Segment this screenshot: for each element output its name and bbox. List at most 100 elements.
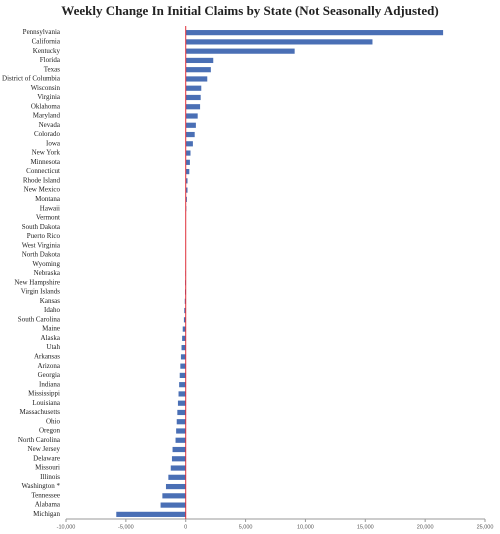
y-tick-label: Louisiana xyxy=(32,399,60,407)
y-tick-label: Oklahoma xyxy=(31,102,61,110)
bar xyxy=(160,502,186,508)
bar xyxy=(185,169,190,175)
bar xyxy=(171,456,186,462)
bar xyxy=(162,493,186,499)
y-tick-label: Illinois xyxy=(40,473,60,481)
y-tick-label: Georgia xyxy=(38,371,61,379)
bar xyxy=(185,141,193,147)
y-tick-label: Ohio xyxy=(46,417,61,425)
y-tick-label: North Dakota xyxy=(22,251,61,259)
bar xyxy=(185,150,191,156)
bar xyxy=(185,178,188,184)
bar xyxy=(182,335,186,341)
bar xyxy=(178,391,186,397)
y-tick-label: Pennsylvania xyxy=(23,28,61,36)
y-tick-label: Virgin Islands xyxy=(21,288,61,296)
y-tick-label: New Mexico xyxy=(24,186,61,194)
y-tick-label: Wyoming xyxy=(32,260,60,268)
y-tick-label: Delaware xyxy=(33,454,60,462)
bar xyxy=(176,419,186,425)
y-tick-label: Tennessee xyxy=(31,491,60,499)
bar xyxy=(185,94,201,101)
bar xyxy=(182,326,186,332)
y-tick-label: Washington * xyxy=(21,482,60,490)
y-tick-label: Indiana xyxy=(39,380,61,388)
bar xyxy=(185,76,208,82)
bar xyxy=(165,483,186,490)
bar xyxy=(180,354,186,360)
y-tick-label: Iowa xyxy=(46,139,61,147)
bar xyxy=(172,446,186,453)
bar xyxy=(179,372,186,378)
bar xyxy=(168,474,186,480)
bar xyxy=(185,30,444,36)
x-tick-label: 20,000 xyxy=(417,524,434,530)
bar xyxy=(176,428,186,434)
bar xyxy=(183,317,186,323)
y-tick-label: Missouri xyxy=(35,464,60,472)
bar xyxy=(185,104,201,110)
x-tick-label: 10,000 xyxy=(297,524,314,530)
y-tick-label: Puerto Rico xyxy=(27,232,61,240)
y-tick-label: Arizona xyxy=(37,362,60,370)
bar xyxy=(185,159,190,165)
y-tick-label: Mississippi xyxy=(28,390,60,398)
y-tick-label: Connecticut xyxy=(26,167,60,175)
bar xyxy=(170,465,186,471)
bar xyxy=(177,400,186,406)
x-tick-label: 25,000 xyxy=(477,524,494,530)
bar xyxy=(185,131,195,138)
bar xyxy=(185,187,188,193)
bar xyxy=(185,39,373,45)
bar xyxy=(185,67,211,73)
y-tick-label: Kansas xyxy=(40,297,60,305)
y-tick-label: Vermont xyxy=(36,214,60,222)
x-tick-label: 0 xyxy=(184,524,187,530)
y-tick-label: Texas xyxy=(44,65,61,73)
y-tick-label: Alabama xyxy=(35,501,61,509)
y-tick-label: California xyxy=(32,38,61,46)
bar xyxy=(179,382,186,388)
chart-title: Weekly Change In Initial Claims by State… xyxy=(61,3,438,18)
bar xyxy=(185,196,187,202)
bar xyxy=(177,409,186,416)
y-tick-label: Arkansas xyxy=(34,352,60,360)
bar xyxy=(181,345,186,351)
y-tick-label: Hawaii xyxy=(40,204,60,212)
y-tick-label: Wisconsin xyxy=(31,84,61,92)
y-tick-label: Nebraska xyxy=(34,269,61,277)
y-tick-label: Montana xyxy=(35,195,61,203)
bar xyxy=(185,113,198,119)
y-tick-label: Colorado xyxy=(34,130,61,138)
x-tick-label: 5,000 xyxy=(239,524,253,530)
y-tick-label: South Carolina xyxy=(18,315,61,323)
y-tick-label: Massachusetts xyxy=(20,408,61,416)
y-tick-label: West Virginia xyxy=(22,241,61,249)
bar xyxy=(180,363,186,369)
y-tick-label: New Jersey xyxy=(28,445,61,453)
bar xyxy=(116,511,186,517)
y-tick-label: Florida xyxy=(40,56,61,64)
x-tick-label: -5,000 xyxy=(118,524,134,530)
y-tick-label: Maryland xyxy=(33,112,61,120)
y-tick-label: Rhode Island xyxy=(23,176,61,184)
y-tick-label: Alaska xyxy=(41,334,61,342)
y-tick-label: Nevada xyxy=(39,121,61,129)
y-tick-label: Idaho xyxy=(44,306,60,314)
y-tick-label: New York xyxy=(32,149,61,157)
bar xyxy=(185,48,295,54)
y-tick-label: South Dakota xyxy=(22,223,61,231)
y-tick-label: Utah xyxy=(46,343,60,351)
y-tick-label: New Hampshire xyxy=(14,278,60,286)
y-tick-label: North Carolina xyxy=(18,436,61,444)
y-tick-label: Kentucky xyxy=(33,47,61,55)
bar xyxy=(184,307,186,314)
y-tick-label: Maine xyxy=(42,325,60,333)
y-tick-label: Michigan xyxy=(33,510,60,518)
y-tick-label: Minnesota xyxy=(30,158,60,166)
y-tick-label: District of Columbia xyxy=(2,75,61,83)
bar xyxy=(175,437,186,443)
x-tick-label: 15,000 xyxy=(357,524,374,530)
y-tick-label: Oregon xyxy=(39,427,60,435)
